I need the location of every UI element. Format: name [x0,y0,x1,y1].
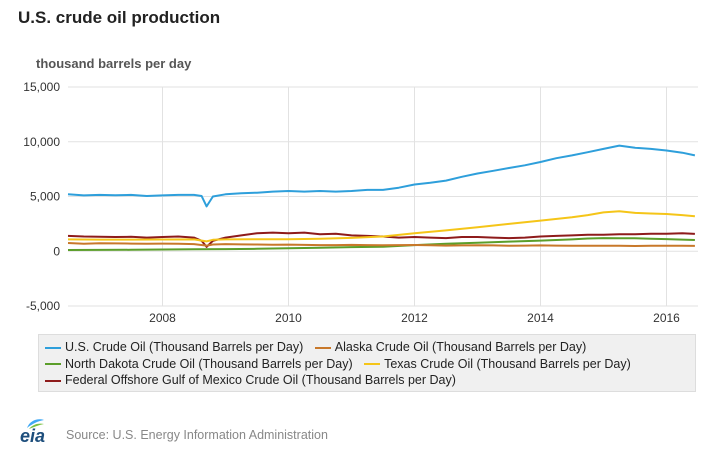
x-tick-label: 2010 [275,311,302,325]
x-axis-ticks: 2008 2010 2012 2014 2016 [149,311,680,325]
legend-label-gulf-of-mexico: Federal Offshore Gulf of Mexico Crude Oi… [65,373,456,387]
x-tick-label: 2008 [149,311,176,325]
legend-label-us: U.S. Crude Oil (Thousand Barrels per Day… [65,340,304,354]
series-line-north-dakota[interactable] [67,237,695,251]
y-tick-label: 15,000 [23,80,60,94]
series-lines [67,144,696,251]
legend-item-us[interactable]: U.S. Crude Oil (Thousand Barrels per Day… [45,340,303,354]
chart-title: U.S. crude oil production [18,8,221,27]
legend-label-alaska: Alaska Crude Oil (Thousand Barrels per D… [334,340,587,354]
legend-item-alaska[interactable]: Alaska Crude Oil (Thousand Barrels per D… [314,340,587,354]
y-tick-label: 10,000 [23,135,60,149]
legend-item-texas[interactable]: Texas Crude Oil (Thousand Barrels per Da… [364,357,631,371]
x-tick-label: 2016 [653,311,680,325]
source-note: Source: U.S. Energy Information Administ… [66,428,328,442]
series-line-texas[interactable] [67,210,695,243]
legend-item-north-dakota[interactable]: North Dakota Crude Oil (Thousand Barrels… [45,357,353,371]
legend-label-texas: Texas Crude Oil (Thousand Barrels per Da… [384,356,631,371]
y-tick-label: 0 [53,244,60,258]
gridlines [68,86,698,307]
eia-logo: eia [20,426,46,446]
legend-swatch-texas [364,363,381,366]
series-line-us[interactable] [67,144,696,208]
y-axis-ticks: 15,000 10,000 5,000 0 -5,000 [23,80,60,313]
x-tick-label: 2014 [527,311,554,325]
y-tick-label: 5,000 [30,190,60,204]
series-line-gulf-of-mexico[interactable] [67,231,695,248]
eia-logo-leaf-icon [27,419,44,429]
legend-swatch-alaska [314,346,331,349]
legend-swatch-us [45,346,61,349]
legend-label-north-dakota: North Dakota Crude Oil (Thousand Barrels… [65,356,353,371]
legend-swatch-north-dakota [45,363,61,366]
y-axis-units-label: thousand barrels per day [36,56,192,71]
line-chart: 15,000 10,000 5,000 0 -5,000 2008 2010 2012 201… [23,80,698,325]
x-tick-label: 2012 [401,311,428,325]
legend: U.S. Crude Oil (Thousand Barrels per Day… [38,334,696,392]
legend-swatch-gulf-of-mexico [45,379,61,382]
y-tick-label: -5,000 [26,299,60,313]
legend-item-gulf-of-mexico[interactable]: Federal Offshore Gulf of Mexico Crude Oi… [45,373,456,387]
series-line-alaska[interactable] [67,242,695,247]
